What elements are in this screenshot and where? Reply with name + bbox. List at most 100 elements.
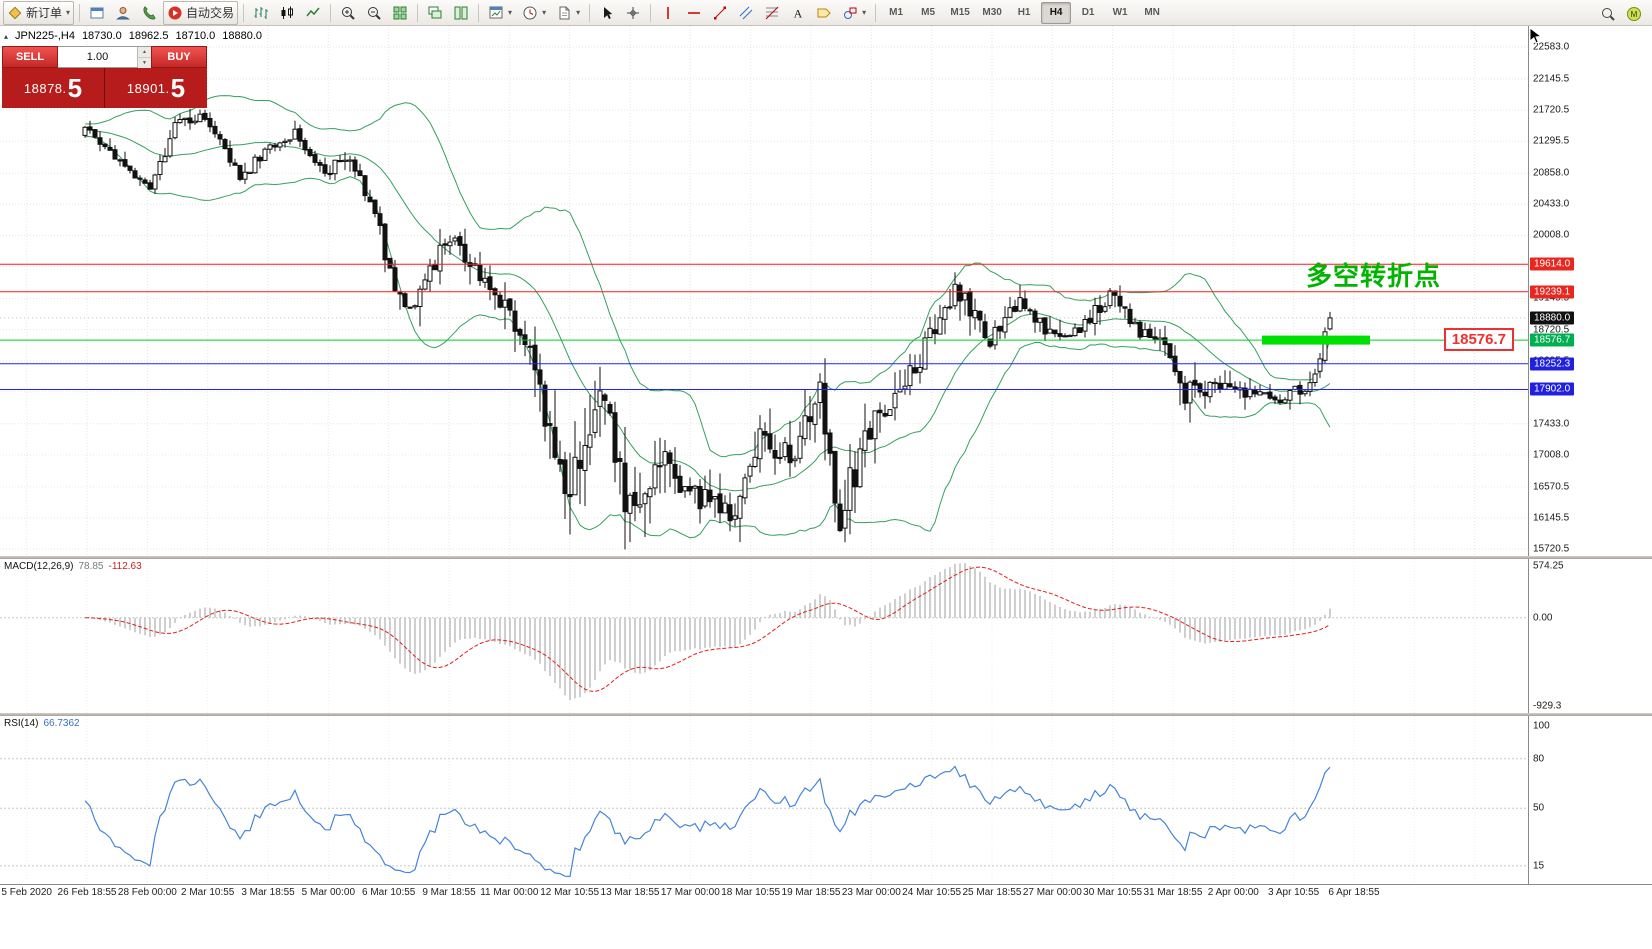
new-chart-button[interactable]: ▾ xyxy=(484,1,516,25)
toolbar-separator xyxy=(478,3,480,22)
tile-windows-button[interactable] xyxy=(388,1,412,25)
tile-vertical-icon xyxy=(453,5,469,21)
support-button[interactable] xyxy=(137,1,161,25)
toolbar-separator xyxy=(243,3,245,22)
price-axis-label: 20433.0 xyxy=(1533,198,1570,210)
timeframe-h1-button[interactable]: H1 xyxy=(1017,7,1031,18)
crosshair-button[interactable] xyxy=(621,1,645,25)
caret-down-icon: ▾ xyxy=(576,8,581,17)
cursor-button[interactable] xyxy=(595,1,619,25)
time-axis-label: 31 Mar 18:55 xyxy=(1143,887,1203,898)
shapes-button[interactable]: ▾ xyxy=(838,1,870,25)
price-axis-label: 17433.0 xyxy=(1533,418,1570,430)
candlestick-chart[interactable] xyxy=(0,26,1528,556)
zoom-in-button[interactable] xyxy=(336,1,360,25)
vertical-line-button[interactable] xyxy=(656,1,680,25)
timeframe-m15-button[interactable]: M15 xyxy=(950,7,970,18)
toolbar-separator xyxy=(330,3,332,22)
line-price-badge: 19614.0 xyxy=(1530,257,1575,271)
rsi-axis[interactable]: 100 80 50 15 xyxy=(1528,716,1652,884)
chart-ohlc-title: ▴ JPN225-,H4 18730.0 18962.5 18710.0 188… xyxy=(4,30,262,42)
pane-splitter[interactable] xyxy=(0,556,1652,559)
toolbar-separator xyxy=(417,3,419,22)
market-watch-button[interactable] xyxy=(85,1,109,25)
trendline-button[interactable] xyxy=(708,1,732,25)
timeframe-d1-button[interactable]: D1 xyxy=(1081,7,1095,18)
timeframe-mn-button[interactable]: MN xyxy=(1144,7,1160,18)
line-price-badge: 19239.1 xyxy=(1530,285,1575,299)
template-icon xyxy=(556,5,572,21)
timeframe-m5-button[interactable]: M5 xyxy=(921,7,936,18)
level-price-label[interactable]: 18576.7 xyxy=(1443,328,1514,352)
chart-cycle-button[interactable]: ▾ xyxy=(518,1,550,25)
fibonacci-button[interactable] xyxy=(760,1,784,25)
time-axis-label: 2 Apr 00:00 xyxy=(1207,887,1259,898)
timeframe-h4-button[interactable]: H4 xyxy=(1041,1,1072,24)
label-button[interactable] xyxy=(812,1,836,25)
autotrading-label: 自动交易 xyxy=(186,6,235,20)
sell-price-pips: 5 xyxy=(67,73,83,103)
one-click-collapse-icon[interactable]: ▴ xyxy=(4,31,9,41)
tile-vertical-button[interactable] xyxy=(449,1,473,25)
rsi-indicator[interactable] xyxy=(0,716,1528,884)
market-watch-icon xyxy=(89,5,105,21)
new-order-button[interactable]: 新订单 ▾ xyxy=(3,0,75,25)
autotrading-button[interactable]: 自动交易 xyxy=(163,0,239,25)
autotrading-icon xyxy=(167,5,183,21)
rsi-title: RSI(14) 66.7362 xyxy=(4,718,80,729)
channel-button[interactable] xyxy=(734,1,758,25)
bar-close-value: 18880.0 xyxy=(222,30,262,42)
clock-icon xyxy=(522,5,538,21)
annotation-text[interactable]: 多空转折点 xyxy=(1306,261,1442,291)
chart-pane[interactable]: ▴ JPN225-,H4 18730.0 18962.5 18710.0 188… xyxy=(0,26,1652,556)
time-axis-label: 19 Mar 18:55 xyxy=(781,887,841,898)
sell-button[interactable]: SELL xyxy=(2,46,58,68)
search-button[interactable] xyxy=(1596,2,1620,26)
zoom-in-icon xyxy=(340,5,356,21)
price-axis-label: 19145.5 xyxy=(1533,292,1570,304)
timeframe-m1-button[interactable]: M1 xyxy=(889,7,904,18)
rsi-plot-area[interactable]: RSI(14) 66.7362 xyxy=(0,716,1528,884)
macd-title: MACD(12,26,9) 78.85 -112.63 xyxy=(4,561,142,572)
candlestick-icon xyxy=(279,5,295,21)
new-order-icon xyxy=(7,5,23,21)
caret-down-icon: ▾ xyxy=(508,8,513,17)
buy-button[interactable]: BUY xyxy=(151,46,207,68)
volume-spinner[interactable]: ▲ ▼ xyxy=(137,47,151,69)
price-axis[interactable]: 22583.0 22145.5 21720.5 21295.5 20858.0 20433… xyxy=(1528,26,1652,556)
svg-text:A: A xyxy=(794,6,803,20)
macd-pane[interactable]: MACD(12,26,9) 78.85 -112.63 574.25 0.00 -9… xyxy=(0,559,1652,713)
buy-price-display[interactable]: 18901. 5 xyxy=(105,68,207,108)
time-axis[interactable]: 5 Feb 2020 26 Feb 18:55 28 Feb 00:00 2 Mar … xyxy=(0,884,1652,902)
rsi-pane[interactable]: RSI(14) 66.7362 100 80 50 15 xyxy=(0,716,1652,884)
candlestick-chart-button[interactable] xyxy=(275,1,299,25)
templates-button[interactable]: ▾ xyxy=(552,1,584,25)
timeframe-m30-button[interactable]: M30 xyxy=(982,7,1002,18)
new-chart-icon xyxy=(488,5,504,21)
macd-axis[interactable]: 574.25 0.00 -929.3 xyxy=(1528,559,1652,713)
bar-chart-button[interactable] xyxy=(249,1,273,25)
time-axis-label: 18 Mar 10:55 xyxy=(721,887,781,898)
one-click-trading-panel[interactable]: SELL 1.00 ▲ ▼ BUY 18878. 5 xyxy=(2,46,207,108)
macd-signal-value: -112.63 xyxy=(108,561,142,572)
line-chart-button[interactable] xyxy=(301,1,325,25)
sell-price-display[interactable]: 18878. 5 xyxy=(2,68,104,108)
volume-up-button[interactable]: ▲ xyxy=(138,47,151,58)
time-axis-label: 3 Mar 18:55 xyxy=(241,887,295,898)
zoom-out-button[interactable] xyxy=(362,1,386,25)
macd-indicator[interactable] xyxy=(0,559,1528,713)
volume-input[interactable]: 1.00 ▲ ▼ xyxy=(58,46,151,69)
rsi-name: RSI(14) xyxy=(4,718,39,729)
pane-splitter[interactable] xyxy=(0,713,1652,716)
text-button[interactable]: A xyxy=(786,1,810,25)
timeframe-w1-button[interactable]: W1 xyxy=(1112,7,1128,18)
macd-plot-area[interactable]: MACD(12,26,9) 78.85 -112.63 xyxy=(0,559,1528,713)
caret-down-icon: ▾ xyxy=(862,8,867,17)
chart-plot-area[interactable]: ▴ JPN225-,H4 18730.0 18962.5 18710.0 188… xyxy=(0,26,1528,556)
horizontal-line-button[interactable] xyxy=(682,1,706,25)
cascade-windows-button[interactable] xyxy=(423,1,447,25)
price-axis-label: 18720.5 xyxy=(1533,324,1570,336)
mql5-community-button[interactable]: M xyxy=(1622,2,1646,26)
volume-value[interactable]: 1.00 xyxy=(86,51,109,63)
community-button[interactable] xyxy=(111,1,135,25)
